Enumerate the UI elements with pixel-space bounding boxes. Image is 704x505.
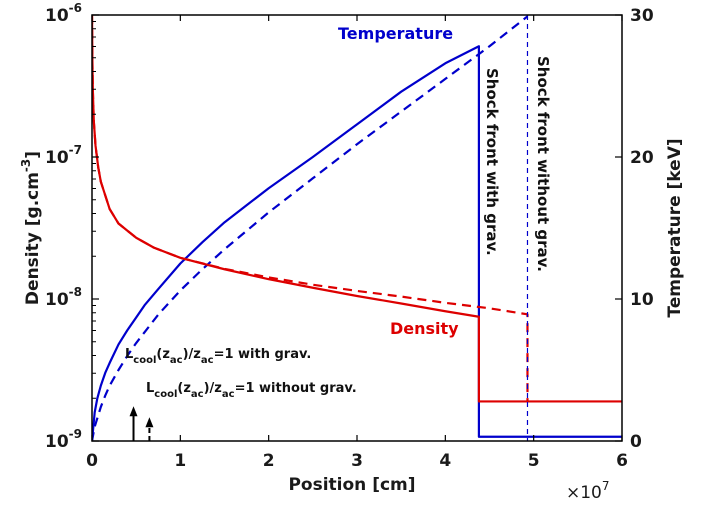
density-series-label: Density [390, 319, 459, 338]
shock-front-with-grav-label: Shock front with grav. [483, 68, 501, 256]
x-tick-label: 0 [86, 451, 98, 471]
x-tick-label: 4 [439, 451, 451, 471]
axes: 0 1 2 3 4 5 6 Position [cm] ×107 10-9 10-8 10-7 10-6… [19, 1, 685, 503]
lcool-with-grav-label: Lcool(zac)/zac=1 with grav. [125, 347, 311, 366]
left-tick-label: 10-6 [45, 1, 82, 26]
x-tick-label: 2 [263, 451, 275, 471]
annotations: Temperature Density Shock front with grav.… [125, 24, 552, 441]
plot-area [92, 15, 622, 441]
series-line-temperature-solid [92, 45, 622, 441]
x-axis-title: Position [cm] [288, 475, 415, 495]
lcool-without-grav-arrowhead [145, 417, 154, 428]
left-axis-title: Density [g.cm-3] [19, 151, 43, 305]
lcool-with-grav-arrowhead [129, 406, 138, 417]
right-tick-label: 0 [630, 432, 642, 452]
left-tick-label: 10-8 [45, 285, 82, 310]
left-tick-label: 10-7 [45, 143, 82, 168]
right-tick-label: 30 [630, 6, 654, 26]
x-tick-label: 1 [174, 451, 186, 471]
x-tick-label: 3 [351, 451, 363, 471]
x-tick-label: 6 [616, 451, 628, 471]
shock-front-without-grav-label: Shock front without grav. [534, 56, 552, 272]
series-line-temperature-dashed [92, 15, 529, 441]
series-group [92, 15, 622, 441]
x-tick-label: 5 [528, 451, 540, 471]
right-tick-label: 20 [630, 148, 654, 168]
x-axis-multiplier: ×107 [566, 479, 610, 503]
lcool-without-grav-label: Lcool(zac)/zac=1 without grav. [146, 381, 357, 400]
left-tick-label: 10-9 [45, 427, 82, 452]
temperature-series-label: Temperature [338, 24, 453, 43]
series-line-density-dashed [92, 15, 529, 402]
right-tick-label: 10 [630, 290, 654, 310]
right-axis-title: Temperature [keV] [665, 138, 685, 317]
